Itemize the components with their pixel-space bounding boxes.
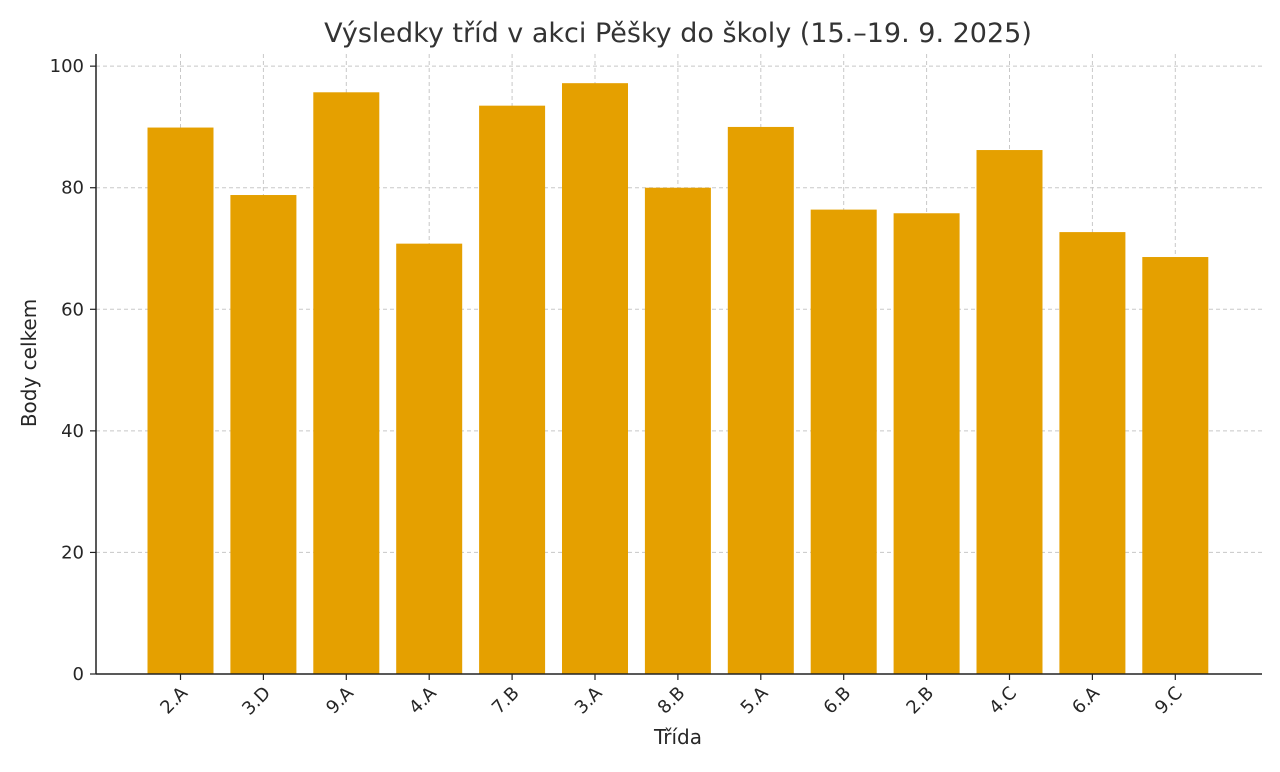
x-tick-label: 2.B [902, 683, 938, 719]
x-tick-label: 2.A [156, 682, 192, 718]
x-tick-label: 5.A [737, 682, 773, 718]
x-tick-label: 4.A [405, 682, 441, 718]
bar-6b [810, 209, 877, 674]
chart-title: Výsledky tříd v akci Pěšky do školy (15.… [324, 18, 1032, 49]
bar-5a [727, 126, 794, 675]
bar-2b [893, 213, 960, 675]
x-tick-label: 9.C [1151, 683, 1187, 719]
y-tick-label: 100 [50, 56, 84, 77]
x-tick-label: 9.A [322, 682, 358, 718]
y-tick-label: 40 [61, 421, 84, 442]
x-tick-label: 3.D [238, 683, 275, 720]
bar-6a [1059, 232, 1126, 675]
bar-9a [313, 92, 380, 674]
x-tick-label: 3.A [571, 682, 607, 718]
x-axis-ticks: 2.A 3.D 9.A 4.A 7.B 3.A 8.B 5.A 6.B 2.B 4.C 6.A 9.C [156, 674, 1187, 719]
bar-2a [147, 127, 214, 675]
bar-3d [230, 195, 297, 675]
axes [95, 54, 1262, 675]
bar-3a [562, 83, 628, 675]
bar-4c [976, 150, 1043, 675]
x-tick-label: 7.B [488, 683, 524, 719]
y-axis-ticks: 0 20 40 60 80 100 [50, 56, 96, 685]
x-tick-label: 4.C [985, 683, 1021, 719]
bar-9c [1142, 257, 1209, 674]
y-tick-label: 60 [61, 299, 84, 320]
bars [147, 83, 1209, 675]
bar-7b [479, 105, 546, 674]
bar-4a [396, 243, 463, 674]
x-tick-label: 6.A [1068, 682, 1104, 718]
x-axis-label: Třída [653, 725, 702, 749]
y-tick-label: 80 [61, 178, 84, 199]
bar-8b [644, 187, 711, 674]
y-tick-label: 20 [61, 542, 84, 563]
x-tick-label: 6.B [820, 683, 856, 719]
y-tick-label: 0 [73, 664, 84, 685]
x-tick-label: 8.B [654, 683, 690, 719]
y-axis-label: Body celkem [17, 299, 41, 427]
